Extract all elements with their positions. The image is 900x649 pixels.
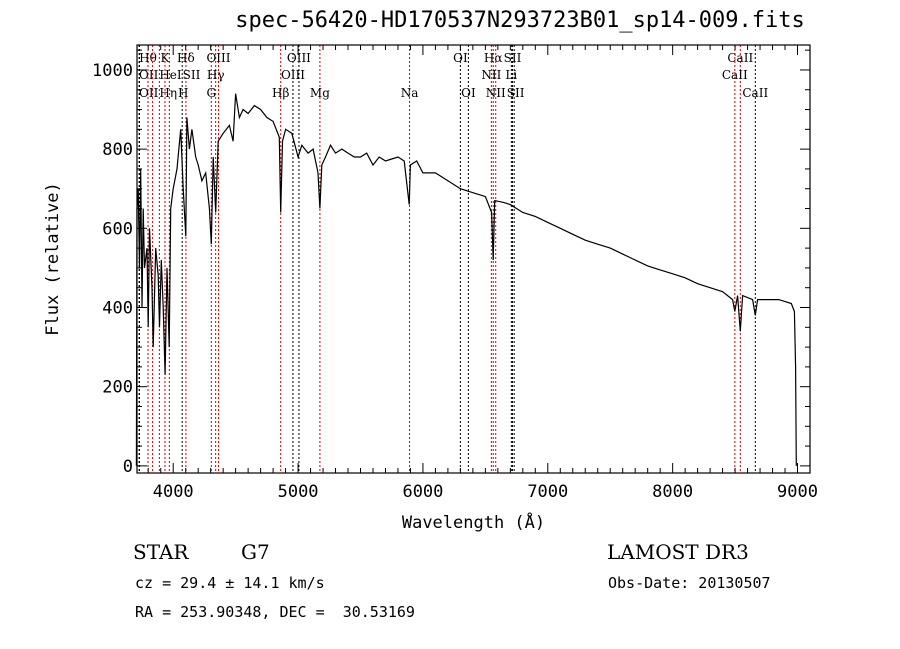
line-marker-label: OIII <box>281 68 305 82</box>
y-tick-label: 400 <box>102 299 133 319</box>
x-tick-label: 9000 <box>777 482 818 502</box>
line-marker-label: HeI <box>159 68 182 82</box>
line-marker-label: Na <box>401 86 419 100</box>
line-marker-label: OII <box>139 68 159 82</box>
line-marker-label: H <box>178 86 188 100</box>
line-marker-label: OII <box>139 86 159 100</box>
line-marker-label: OI <box>453 51 468 65</box>
y-tick-label: 1000 <box>92 61 133 81</box>
plot-frame <box>136 44 811 474</box>
line-marker-label: Hη <box>159 86 177 100</box>
x-tick-label: 6000 <box>402 482 443 502</box>
line-marker-label: Hθ <box>139 51 157 65</box>
y-axis-label: Flux (relative) <box>43 182 63 336</box>
redshift-text: cz = 29.4 ± 14.1 km/s <box>135 574 325 592</box>
spectrum-line <box>135 93 797 466</box>
x-tick-label: 5000 <box>278 482 319 502</box>
line-marker-label: NII <box>481 68 501 82</box>
line-marker-label: CaII <box>742 86 768 100</box>
line-marker-label: OIII <box>206 51 230 65</box>
line-marker-label: OI <box>461 86 476 100</box>
y-tick-label: 800 <box>102 140 133 160</box>
x-tick-label: 8000 <box>652 482 693 502</box>
line-marker-label: K <box>161 51 171 65</box>
line-marker-label: SII <box>504 51 522 65</box>
line-marker-label: Hδ <box>177 51 195 65</box>
x-axis-label: Wavelength (Å) <box>402 511 545 533</box>
y-tick-label: 200 <box>102 378 133 398</box>
line-marker-label: Hβ <box>272 86 289 100</box>
survey-label: LAMOST DR3 <box>607 540 749 564</box>
line-marker-label: Hγ <box>207 68 225 82</box>
line-marker-label: CaII <box>727 51 753 65</box>
y-tick-label: 600 <box>102 219 133 239</box>
line-marker-label: OIII <box>287 51 311 65</box>
line-marker-label: G <box>207 86 217 100</box>
object-class: STAR <box>133 540 189 564</box>
chart-title: spec-56420-HD170537N293723B01_sp14-009.f… <box>235 8 805 33</box>
y-tick-label: 0 <box>123 457 133 477</box>
obs-date-text: Obs-Date: 20130507 <box>608 574 771 592</box>
line-marker-label: Mg <box>310 86 330 100</box>
line-marker-label: Li <box>505 68 517 82</box>
coordinates-text: RA = 253.90348, DEC = 30.53169 <box>135 603 415 621</box>
line-marker-label: Hα <box>484 51 503 65</box>
x-tick-label: 4000 <box>153 482 194 502</box>
line-marker-label: SII <box>183 68 201 82</box>
line-marker-label: CaII <box>722 68 748 82</box>
line-marker-label: SII <box>507 86 525 100</box>
line-marker-label: NII <box>486 86 506 100</box>
x-tick-label: 7000 <box>527 482 568 502</box>
object-subclass: G7 <box>241 540 270 564</box>
